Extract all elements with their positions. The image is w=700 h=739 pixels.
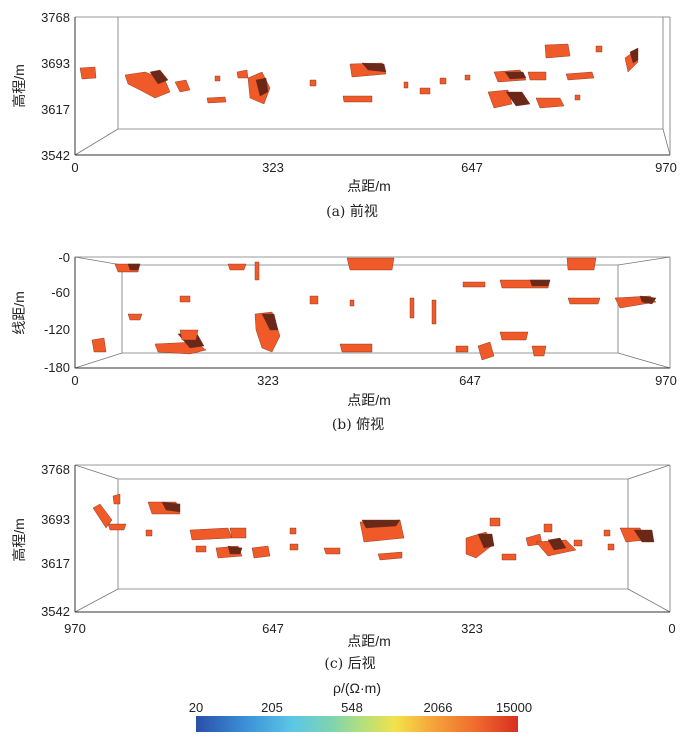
y-tick-label: 3768 xyxy=(41,462,70,477)
colorbar-tick-label: 205 xyxy=(261,700,283,715)
panel-top-view: -0 -60 -120 -180 0 323 647 970 线距/m 点距/m… xyxy=(11,250,677,433)
x-ticks: 0 323 647 970 xyxy=(71,373,676,388)
x-axis-title: 点距/m xyxy=(347,633,391,649)
colorbar: ρ/(Ω·m) 20 205 548 2066 15000 xyxy=(189,680,532,732)
x-tick-label: 323 xyxy=(257,373,279,388)
x-tick-label: 0 xyxy=(71,160,78,175)
y-ticks: -0 -60 -120 -180 xyxy=(44,250,70,375)
anomaly-bodies xyxy=(91,257,657,361)
y-tick-label: 3693 xyxy=(41,512,70,527)
y-ticks: 3768 3693 3617 3542 xyxy=(41,10,70,163)
colorbar-tick-label: 15000 xyxy=(496,700,532,715)
x-ticks: 0 323 647 970 xyxy=(71,160,676,175)
y-axis-title: 高程/m xyxy=(11,518,27,562)
x-tick-label: 0 xyxy=(668,621,675,636)
y-tick-label: 3542 xyxy=(41,148,70,163)
bounding-box xyxy=(74,464,671,613)
y-tick-label: -180 xyxy=(44,360,70,375)
y-tick-label: 3617 xyxy=(41,102,70,117)
y-tick-label: 3693 xyxy=(41,56,70,71)
x-tick-label: 0 xyxy=(71,373,78,388)
y-tick-label: -0 xyxy=(58,250,70,265)
panel-caption: (c) 后视 xyxy=(324,656,375,672)
colorbar-title: ρ/(Ω·m) xyxy=(333,680,381,696)
x-tick-label: 647 xyxy=(262,621,284,636)
y-tick-label: 3617 xyxy=(41,556,70,571)
x-tick-label: 647 xyxy=(459,373,481,388)
colorbar-gradient xyxy=(196,716,518,732)
x-tick-label: 647 xyxy=(461,160,483,175)
y-tick-label: 3768 xyxy=(41,10,70,25)
anomaly-bodies xyxy=(79,43,639,109)
y-tick-label: 3542 xyxy=(41,604,70,619)
panel-caption: (a) 前视 xyxy=(326,203,378,220)
x-tick-label: 323 xyxy=(262,160,284,175)
y-axis-title: 高程/m xyxy=(11,64,27,108)
panel-back-view: 3768 3693 3617 3542 970 647 323 0 高程/m 点… xyxy=(11,462,676,672)
x-tick-label: 970 xyxy=(655,160,677,175)
x-tick-label: 970 xyxy=(64,621,86,636)
panel-caption: (b) 俯视 xyxy=(332,417,384,433)
x-tick-label: 323 xyxy=(461,621,483,636)
x-axis-title: 点距/m xyxy=(347,178,391,194)
x-ticks: 970 647 323 0 xyxy=(64,621,675,636)
anomaly-bodies xyxy=(92,493,655,561)
x-tick-label: 970 xyxy=(655,373,677,388)
bounding-box xyxy=(74,16,671,156)
colorbar-tick-label: 548 xyxy=(341,700,363,715)
colorbar-tick-label: 20 xyxy=(189,700,203,715)
y-axis-title: 线距/m xyxy=(11,291,27,335)
colorbar-tick-label: 2066 xyxy=(424,700,453,715)
panel-front-view: 3768 3693 3617 3542 0 323 647 970 高程/m 点… xyxy=(11,10,677,220)
y-tick-label: -120 xyxy=(44,322,70,337)
y-ticks: 3768 3693 3617 3542 xyxy=(41,462,70,619)
y-tick-label: -60 xyxy=(51,285,70,300)
x-axis-title: 点距/m xyxy=(347,392,391,408)
